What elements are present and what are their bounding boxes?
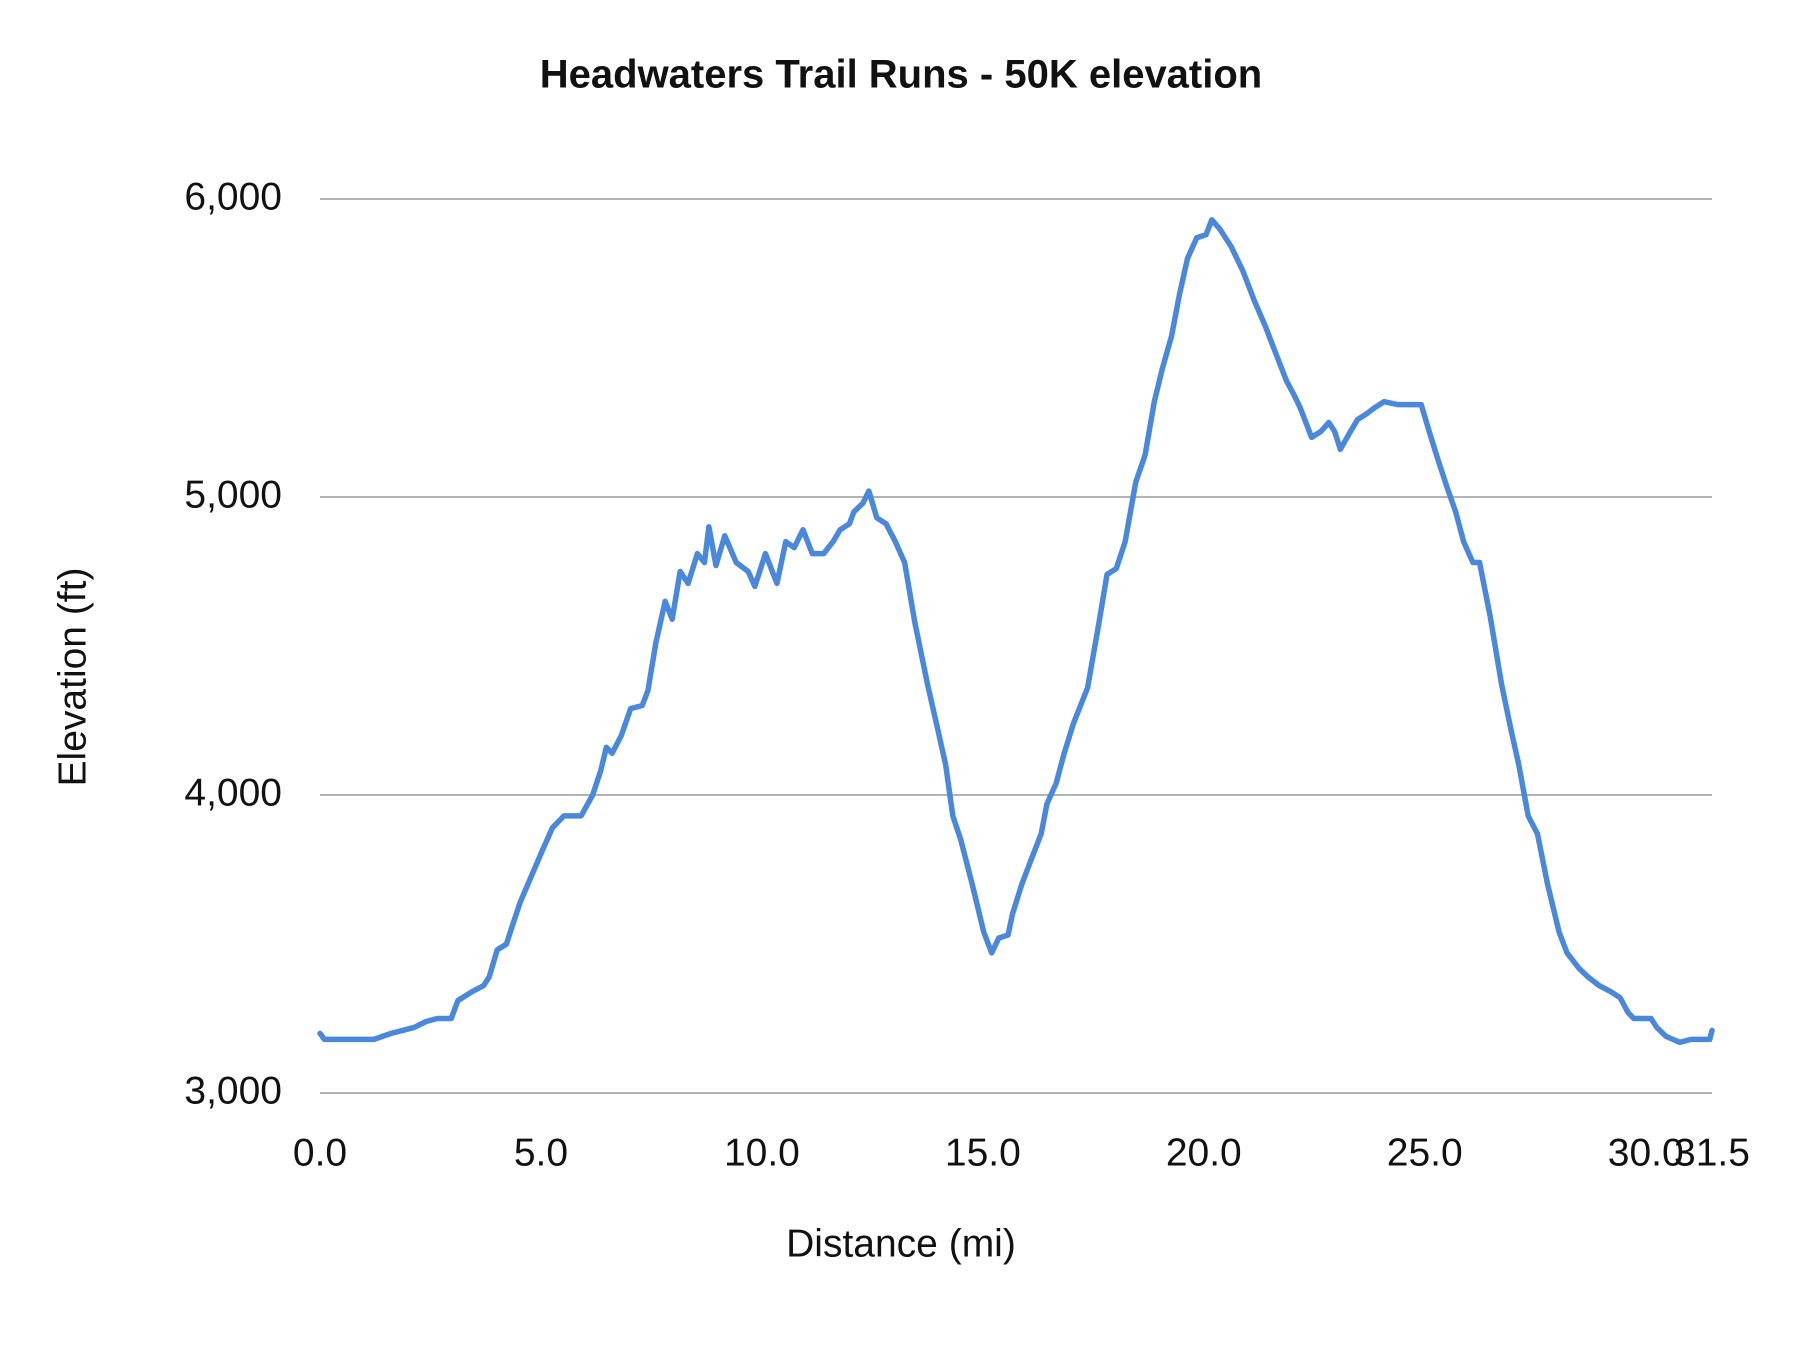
chart-title: Headwaters Trail Runs - 50K elevation (540, 53, 1262, 97)
y-tick-label: 3,000 (184, 1069, 282, 1112)
x-tick-label: 25.0 (1387, 1131, 1463, 1174)
x-tick-label: 10.0 (724, 1131, 800, 1174)
x-tick-label: 0.0 (293, 1131, 347, 1174)
x-axis-label: Distance (mi) (786, 1222, 1016, 1265)
y-tick-label: 6,000 (184, 175, 282, 218)
y-tick-label: 4,000 (184, 771, 282, 814)
y-axis-label: Elevation (ft) (51, 568, 94, 787)
x-tick-label: 30.0 (1608, 1131, 1684, 1174)
y-tick-label: 5,000 (184, 473, 282, 516)
elevation-line (317, 217, 1715, 1046)
x-tick-label: 15.0 (945, 1131, 1021, 1174)
x-tick-label: 20.0 (1166, 1131, 1242, 1174)
x-tick-label: 31.5 (1674, 1131, 1750, 1174)
x-tick-label: 5.0 (514, 1131, 568, 1174)
